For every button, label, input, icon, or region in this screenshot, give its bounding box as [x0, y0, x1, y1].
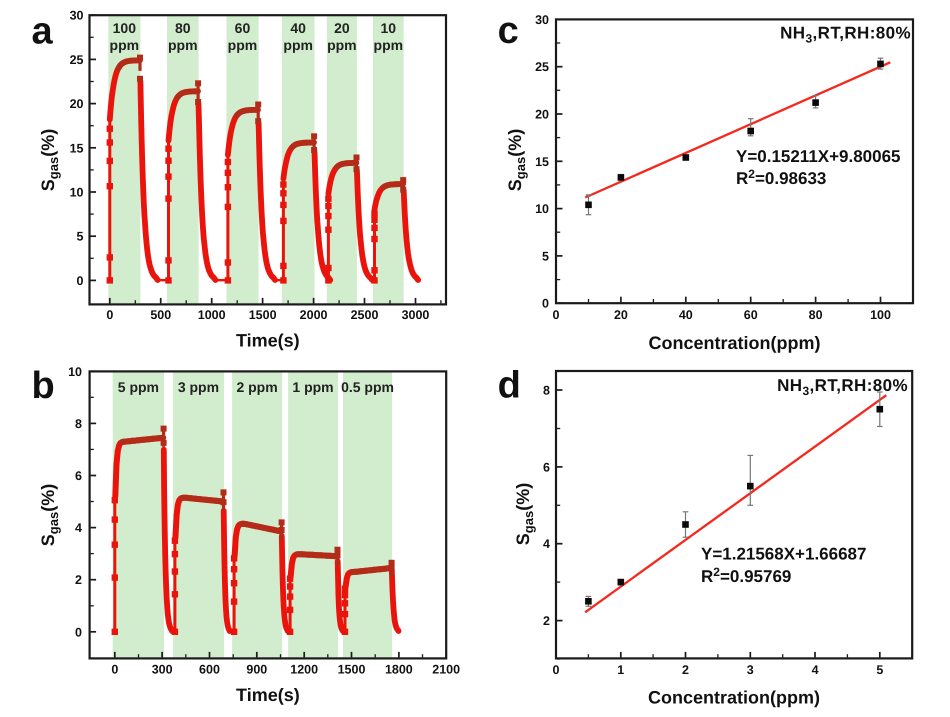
svg-text:0: 0 — [111, 663, 118, 677]
svg-text:6: 6 — [543, 460, 550, 474]
svg-text:d: d — [498, 365, 521, 407]
svg-text:30: 30 — [70, 9, 84, 23]
svg-text:Time(s): Time(s) — [236, 685, 300, 705]
svg-text:1800: 1800 — [385, 663, 413, 677]
svg-text:6: 6 — [75, 469, 82, 483]
svg-text:ppm: ppm — [228, 37, 258, 53]
svg-text:100: 100 — [870, 308, 891, 322]
svg-text:60: 60 — [235, 20, 251, 36]
svg-text:1200: 1200 — [290, 663, 318, 677]
svg-text:40: 40 — [290, 20, 306, 36]
svg-text:15: 15 — [535, 155, 549, 169]
svg-text:0: 0 — [542, 297, 549, 311]
svg-text:100: 100 — [113, 20, 137, 36]
svg-text:Y=0.15211X+9.80065: Y=0.15211X+9.80065 — [736, 147, 901, 166]
svg-text:300: 300 — [152, 663, 173, 677]
svg-text:20: 20 — [334, 20, 350, 36]
svg-text:Sgas(%): Sgas(%) — [38, 484, 61, 546]
svg-text:3: 3 — [747, 663, 754, 677]
svg-text:ppm: ppm — [327, 37, 357, 53]
svg-text:2500: 2500 — [351, 308, 379, 322]
svg-text:4: 4 — [543, 537, 550, 551]
svg-text:0.5 ppm: 0.5 ppm — [341, 379, 394, 395]
svg-text:b: b — [32, 365, 55, 407]
svg-text:25: 25 — [535, 60, 549, 74]
svg-text:500: 500 — [150, 308, 171, 322]
svg-text:1500: 1500 — [249, 308, 277, 322]
svg-text:ppm: ppm — [283, 37, 313, 53]
svg-text:NH3,RT,RH:80%: NH3,RT,RH:80% — [780, 24, 911, 46]
svg-text:2000: 2000 — [300, 308, 328, 322]
svg-text:R2=0.98633: R2=0.98633 — [736, 167, 826, 188]
svg-text:3000: 3000 — [402, 308, 430, 322]
svg-text:c: c — [498, 10, 519, 52]
svg-text:40: 40 — [679, 308, 693, 322]
svg-text:Y=1.21568X+1.66687: Y=1.21568X+1.66687 — [701, 545, 866, 564]
svg-text:R2=0.95769: R2=0.95769 — [701, 565, 791, 586]
svg-text:0: 0 — [75, 625, 82, 639]
svg-text:0: 0 — [77, 274, 84, 288]
svg-text:0: 0 — [553, 308, 560, 322]
svg-text:10: 10 — [535, 202, 549, 216]
svg-text:80: 80 — [175, 20, 191, 36]
svg-text:1: 1 — [617, 663, 624, 677]
svg-text:0: 0 — [106, 308, 113, 322]
svg-text:3 ppm: 3 ppm — [178, 379, 219, 395]
svg-text:NH3,RT,RH:80%: NH3,RT,RH:80% — [777, 376, 908, 398]
svg-text:80: 80 — [809, 308, 823, 322]
svg-text:2: 2 — [75, 573, 82, 587]
svg-text:30: 30 — [535, 13, 549, 27]
svg-text:8: 8 — [543, 384, 550, 398]
svg-text:Time(s): Time(s) — [236, 331, 300, 351]
svg-text:20: 20 — [70, 97, 84, 111]
svg-text:Sgas(%): Sgas(%) — [513, 483, 536, 545]
svg-text:5: 5 — [542, 249, 549, 263]
svg-text:1500: 1500 — [338, 663, 366, 677]
svg-text:5: 5 — [77, 230, 84, 244]
svg-text:20: 20 — [614, 308, 628, 322]
svg-text:8: 8 — [75, 417, 82, 431]
svg-text:1 ppm: 1 ppm — [292, 379, 333, 395]
svg-text:10: 10 — [381, 20, 397, 36]
svg-text:ppm: ppm — [110, 37, 140, 53]
svg-text:5 ppm: 5 ppm — [118, 379, 159, 395]
svg-text:Sgas(%): Sgas(%) — [38, 129, 61, 191]
svg-text:20: 20 — [535, 108, 549, 122]
svg-text:Sgas(%): Sgas(%) — [505, 129, 528, 191]
svg-text:a: a — [32, 11, 54, 53]
svg-text:60: 60 — [744, 308, 758, 322]
svg-text:4: 4 — [75, 521, 82, 535]
svg-text:25: 25 — [70, 53, 84, 67]
svg-text:600: 600 — [199, 663, 220, 677]
svg-text:10: 10 — [70, 186, 84, 200]
svg-text:1000: 1000 — [198, 308, 226, 322]
svg-text:2: 2 — [543, 614, 550, 628]
svg-text:15: 15 — [70, 141, 84, 155]
svg-text:2: 2 — [682, 663, 689, 677]
svg-text:2 ppm: 2 ppm — [236, 379, 277, 395]
svg-text:900: 900 — [246, 663, 267, 677]
svg-text:10: 10 — [68, 365, 82, 379]
svg-text:Concentration(ppm): Concentration(ppm) — [648, 688, 820, 708]
svg-text:ppm: ppm — [374, 37, 404, 53]
svg-text:Concentration(ppm): Concentration(ppm) — [649, 333, 821, 353]
svg-text:5: 5 — [876, 663, 883, 677]
svg-text:ppm: ppm — [168, 37, 198, 53]
svg-text:4: 4 — [812, 663, 819, 677]
svg-text:2100: 2100 — [432, 663, 460, 677]
svg-text:0: 0 — [553, 663, 560, 677]
